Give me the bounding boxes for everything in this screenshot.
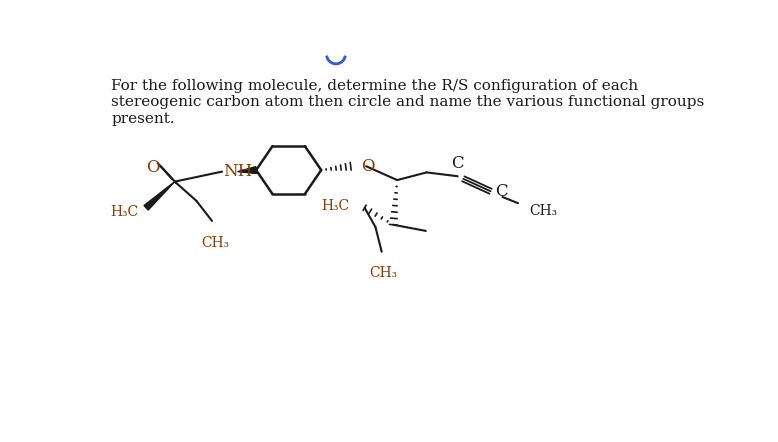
Text: H₃C: H₃C <box>321 199 349 213</box>
Text: C: C <box>451 156 464 172</box>
Text: For the following molecule, determine the R/S configuration of each
stereogenic : For the following molecule, determine th… <box>111 79 704 126</box>
Polygon shape <box>144 182 175 210</box>
Text: CH₃: CH₃ <box>201 236 229 250</box>
Text: NH: NH <box>223 163 253 180</box>
Text: O: O <box>362 158 375 175</box>
Text: CH₃: CH₃ <box>370 266 398 279</box>
Text: H₃C: H₃C <box>110 205 138 219</box>
Text: C: C <box>495 183 507 200</box>
Text: CH₃: CH₃ <box>529 204 557 218</box>
Polygon shape <box>237 167 257 174</box>
Text: O: O <box>146 159 159 176</box>
